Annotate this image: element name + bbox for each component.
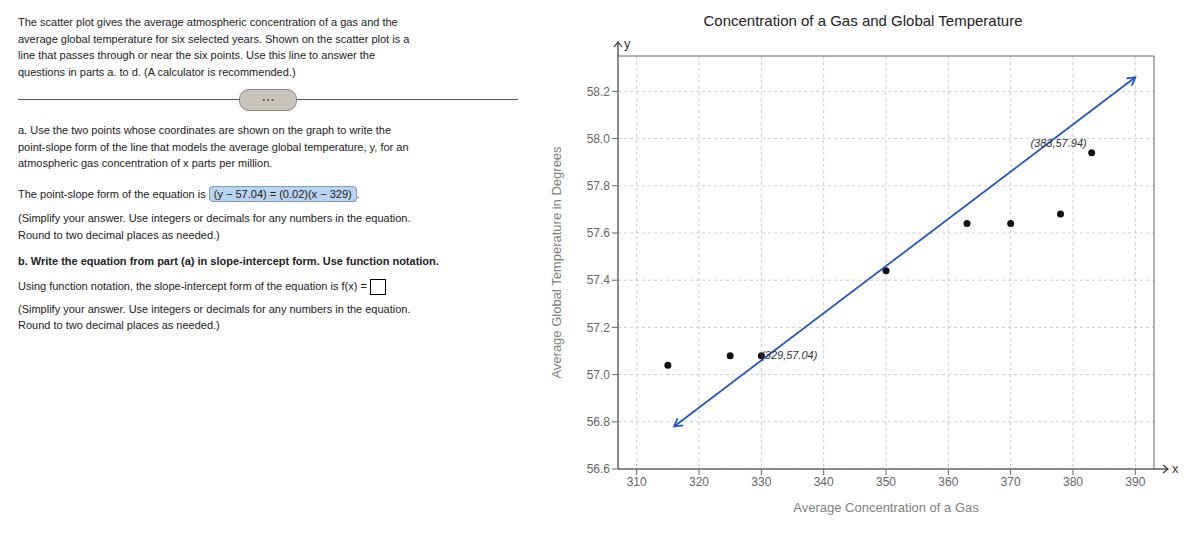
svg-text:57.2: 57.2 [587, 321, 611, 335]
html-text:(Simplify your answer. Use int: (Simplify your answer. Use integers or d… [18, 302, 411, 332]
svg-text:310: 310 [627, 475, 647, 489]
svg-text:350: 350 [876, 475, 896, 489]
svg-text:380: 380 [1063, 475, 1083, 489]
svg-text:x: x [1172, 461, 1179, 476]
svg-text:340: 340 [814, 475, 834, 489]
svg-text:58.2: 58.2 [587, 85, 611, 99]
svg-text:y: y [624, 36, 631, 51]
svg-text:57.8: 57.8 [587, 179, 611, 193]
svg-text:56.8: 56.8 [587, 415, 611, 429]
html-text:The point-slope form of the eq: The point-slope form of the equation is … [18, 187, 360, 200]
html-text:a. Use the two points whose co: a. Use the two points whose coordinates … [18, 124, 409, 169]
svg-text:56.6: 56.6 [587, 462, 611, 476]
svg-text:390: 390 [1125, 475, 1145, 489]
svg-text:57.0: 57.0 [587, 368, 611, 382]
html-text:b. Write the equation from par: b. Write the equation from part (a) in s… [18, 255, 439, 267]
svg-text:320: 320 [689, 475, 709, 489]
svg-text:(383,57.94): (383,57.94) [1030, 137, 1087, 149]
svg-text:(329,57.04): (329,57.04) [761, 349, 818, 361]
html-text:(Simplify your answer. Use int: (Simplify your answer. Use integers or d… [18, 212, 411, 241]
svg-text:370: 370 [1001, 475, 1021, 489]
svg-text:360: 360 [938, 475, 958, 489]
svg-text:Average Concentration of a Gas: Average Concentration of a Gas [793, 500, 979, 515]
html-text:Concentration of a Gas and Glo: Concentration of a Gas and Global Temper… [703, 12, 1023, 29]
svg-text:Average Global Temperature in: Average Global Temperature in Degrees [549, 146, 564, 379]
svg-text:58.0: 58.0 [587, 132, 611, 146]
svg-text:330: 330 [751, 475, 771, 489]
html-text:Using function notation, the s: Using function notation, the slope-inter… [18, 279, 367, 292]
html-text:The scatter plot gives the ave: The scatter plot gives the average atmos… [18, 16, 410, 78]
svg-text:57.4: 57.4 [587, 273, 611, 287]
svg-text:57.6: 57.6 [587, 226, 611, 240]
